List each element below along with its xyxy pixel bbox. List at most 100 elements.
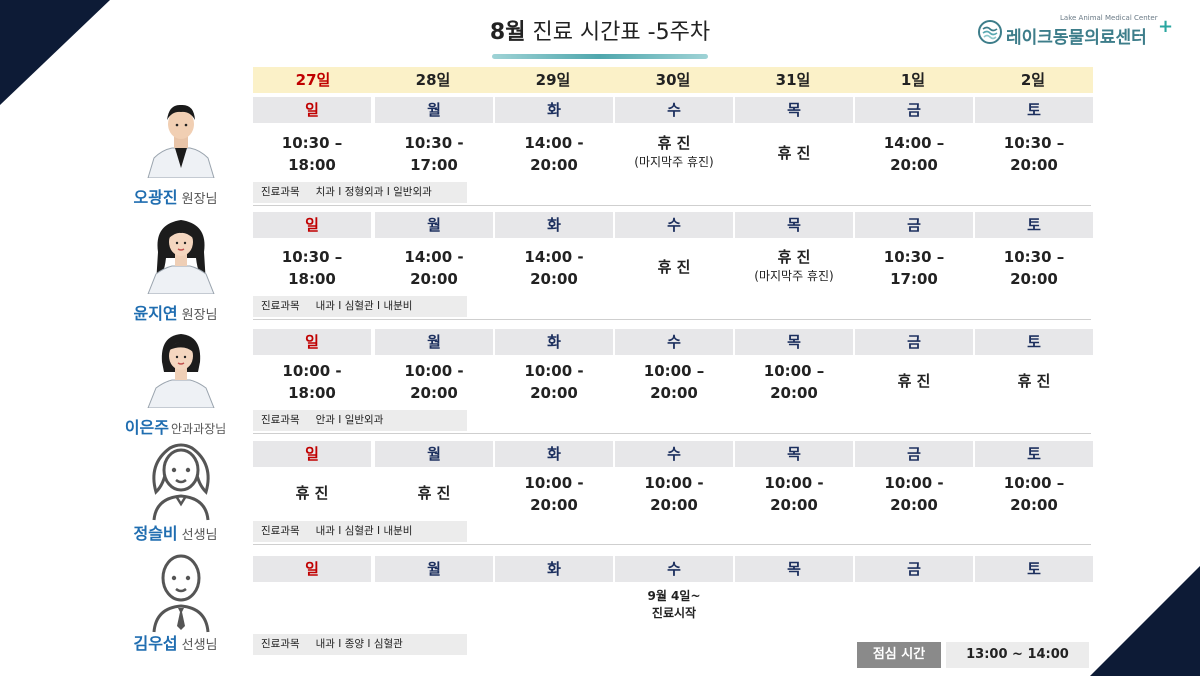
doctor-name: 오광진 bbox=[133, 188, 178, 207]
schedule-time-cell: 14:00 - 20:00 bbox=[374, 246, 494, 290]
date-cell: 2일 bbox=[1020, 71, 1046, 89]
doctor-rank: 선생님 bbox=[181, 638, 218, 653]
weekday-cell: 목 bbox=[735, 441, 853, 467]
date-cell: 31일 bbox=[775, 71, 811, 89]
doctor-name: 이은주 bbox=[124, 418, 169, 437]
weekday-cell: 일 bbox=[253, 212, 371, 238]
weekday-cell: 토 bbox=[975, 97, 1093, 123]
logo-plus-mark: + bbox=[1158, 16, 1174, 37]
schedule-time-text: 10:00 - 20:00 bbox=[764, 474, 824, 514]
title-underline bbox=[492, 54, 708, 59]
schedule-time-cell: 10:00 - 20:00 bbox=[494, 472, 614, 516]
weekday-cell: 금 bbox=[855, 441, 973, 467]
schedule-time-text: 10:30 – 17:00 bbox=[883, 248, 945, 288]
specialty-label: 진료과목 bbox=[261, 525, 300, 537]
schedule-time-cell: 10:00 - 20:00 bbox=[374, 360, 494, 404]
doctor-name-line: 정슬비 선생님 bbox=[108, 520, 243, 544]
lunch-time-label: 점심 시간 bbox=[857, 642, 941, 668]
schedule-time-text: 9월 4일~ 진료시작 bbox=[647, 589, 701, 620]
logo-korean-name: 레이크동물의료센터 bbox=[1006, 28, 1147, 48]
weekday-cell: 수 bbox=[615, 97, 733, 123]
row-separator bbox=[253, 205, 1091, 206]
schedule-time-cell: 10:00 – 20:00 bbox=[614, 360, 734, 404]
schedule-time-text: 10:00 - 20:00 bbox=[524, 362, 584, 402]
schedule-note: (마지막주 휴진) bbox=[634, 155, 714, 169]
schedule-time-text: 10:30 – 20:00 bbox=[1003, 248, 1065, 288]
schedule-time-cell: 14:00 – 20:00 bbox=[854, 132, 974, 176]
schedule-time-text: 휴 진 bbox=[657, 134, 691, 152]
schedule-time-text: 휴 진 bbox=[657, 258, 691, 276]
schedule-time-text: 10:00 - 20:00 bbox=[644, 474, 704, 514]
schedule-time-cell: 10:00 - 20:00 bbox=[854, 472, 974, 516]
weekday-cell: 수 bbox=[615, 329, 733, 355]
row-separator bbox=[253, 433, 1091, 434]
schedule-time-text: 10:00 - 20:00 bbox=[884, 474, 944, 514]
schedule-time-cell: 휴 진 bbox=[614, 256, 734, 278]
schedule-time-cell: 9월 4일~ 진료시작 bbox=[614, 588, 734, 622]
date-header-row: 27일 28일 29일 30일 31일 1일 2일 bbox=[253, 67, 1093, 93]
person-placeholder-icon bbox=[152, 443, 210, 521]
weekday-cell: 수 bbox=[615, 212, 733, 238]
schedule-time-text: 휴 진 bbox=[897, 372, 931, 390]
schedule-time-text: 10:00 - 18:00 bbox=[282, 362, 342, 402]
weekday-cell: 금 bbox=[855, 212, 973, 238]
schedule-time-text: 휴 진 bbox=[417, 484, 451, 502]
schedule-time-text: 10:30 - 17:00 bbox=[404, 134, 464, 174]
weekday-cell: 월 bbox=[375, 212, 493, 238]
doctor-portrait-icon bbox=[140, 326, 222, 408]
weekday-cell: 토 bbox=[975, 441, 1093, 467]
weekday-cell: 화 bbox=[495, 441, 613, 467]
clinic-logo: Lake Animal Medical Center 레이크동물의료센터 + bbox=[978, 14, 1188, 48]
doctor-rank: 안과과장님 bbox=[170, 422, 227, 436]
schedule-time-text: 10:30 – 18:00 bbox=[281, 134, 343, 174]
doctor-rank: 원장님 bbox=[181, 192, 218, 207]
specialty-box: 진료과목 치과 I 정형외과 I 일반외과 bbox=[253, 182, 467, 203]
weekday-cell: 금 bbox=[855, 329, 973, 355]
date-cell: 27일 bbox=[295, 71, 331, 89]
doctor-profile-3: 이은주 안과과장님 bbox=[108, 326, 243, 438]
weekday-cell: 금 bbox=[855, 97, 973, 123]
specialty-label: 진료과목 bbox=[261, 186, 300, 198]
schedule-time-text: 14:00 - 20:00 bbox=[524, 134, 584, 174]
logo-english-name: Lake Animal Medical Center bbox=[1060, 14, 1158, 22]
weekday-cell: 화 bbox=[495, 212, 613, 238]
schedule-time-cell: 10:00 - 18:00 bbox=[252, 360, 372, 404]
weekday-cell: 화 bbox=[495, 329, 613, 355]
specialty-box: 진료과목 내과 I 심혈관 I 내분비 bbox=[253, 296, 467, 317]
specialty-list: 치과 I 정형외과 I 일반외과 bbox=[315, 186, 432, 198]
specialty-label: 진료과목 bbox=[261, 414, 300, 426]
schedule-time-cell: 휴 진 (마지막주 휴진) bbox=[734, 246, 854, 284]
schedule-time-text: 휴 진 bbox=[295, 484, 329, 502]
date-cell: 30일 bbox=[655, 71, 691, 89]
specialty-box: 진료과목 안과 I 일반외과 bbox=[253, 410, 467, 431]
doctor-profile-2: 윤지연 원장님 bbox=[108, 212, 243, 324]
schedule-time-text: 10:00 – 20:00 bbox=[643, 362, 705, 402]
specialty-label: 진료과목 bbox=[261, 300, 300, 312]
doctor-portrait-icon bbox=[140, 96, 222, 178]
specialty-box: 진료과목 내과 I 종양 I 심혈관 bbox=[253, 634, 467, 655]
weekday-cell: 일 bbox=[253, 97, 371, 123]
schedule-time-cell: 10:00 – 20:00 bbox=[734, 360, 854, 404]
weekday-cell: 일 bbox=[253, 329, 371, 355]
doctor-rank: 원장님 bbox=[181, 308, 218, 323]
doctor-name-line: 윤지연 원장님 bbox=[108, 300, 243, 324]
lake-logo-icon bbox=[978, 20, 1002, 44]
schedule-time-cell: 14:00 - 20:00 bbox=[494, 132, 614, 176]
doctor-name-line: 이은주 안과과장님 bbox=[108, 414, 243, 438]
schedule-time-cell: 휴 진 bbox=[252, 482, 372, 504]
schedule-time-cell: 휴 진 bbox=[734, 142, 854, 164]
schedule-time-cell: 휴 진 (마지막주 휴진) bbox=[614, 132, 734, 170]
weekday-cell: 수 bbox=[615, 441, 733, 467]
weekday-cell: 일 bbox=[253, 441, 371, 467]
lunch-time-value: 13:00 ~ 14:00 bbox=[946, 642, 1089, 668]
schedule-time-text: 휴 진 bbox=[777, 144, 811, 162]
schedule-time-cell: 10:30 – 18:00 bbox=[252, 132, 372, 176]
schedule-time-text: 14:00 - 20:00 bbox=[404, 248, 464, 288]
doctor-rank: 선생님 bbox=[181, 528, 218, 543]
corner-decoration-top-left bbox=[0, 0, 110, 105]
schedule-time-cell: 휴 진 bbox=[974, 370, 1094, 392]
schedule-time-cell: 휴 진 bbox=[374, 482, 494, 504]
doctor-name: 김우섭 bbox=[133, 634, 178, 653]
doctor-name-line: 오광진 원장님 bbox=[108, 184, 243, 208]
weekday-cell: 토 bbox=[975, 212, 1093, 238]
